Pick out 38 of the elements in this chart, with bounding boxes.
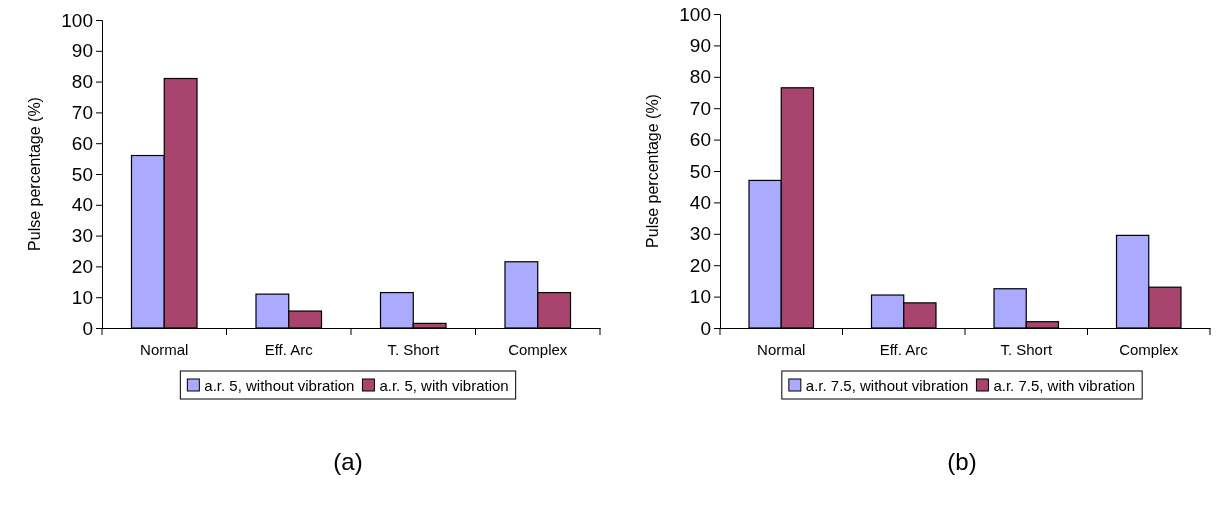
text: (a)	[333, 448, 363, 475]
y-tick-label: 100	[61, 9, 93, 31]
y-tick-label: 30	[689, 223, 711, 245]
legend-label: a.r. 7.5, without vibration	[805, 377, 969, 394]
y-tick-label: 80	[71, 71, 93, 93]
x-tick-label: T. Short	[387, 341, 440, 358]
y-tick-label: 20	[689, 254, 711, 276]
y-tick-label: 50	[689, 160, 711, 182]
y-tick-label: 90	[71, 40, 93, 62]
y-tick-label: 0	[700, 317, 711, 339]
text: (b)	[947, 448, 977, 475]
y-tick-label: 90	[689, 34, 711, 56]
y-tick-label: 40	[689, 191, 711, 213]
y-tick-label: 30	[71, 225, 93, 247]
x-tick-label: Complex	[508, 341, 568, 358]
y-tick-label: 50	[71, 163, 93, 185]
y-tick-label: 60	[71, 132, 93, 154]
y-tick-label: 20	[71, 255, 93, 277]
y-tick-label: 60	[689, 129, 711, 151]
y-tick-label: 10	[689, 286, 711, 308]
legend-label: a.r. 5, with vibration	[379, 377, 509, 394]
x-tick-label: Normal	[140, 341, 189, 358]
y-tick-label: 40	[71, 194, 93, 216]
x-tick-label: Complex	[1119, 341, 1179, 358]
x-tick-label: Eff. Arc	[264, 341, 314, 358]
legend-label: a.r. 7.5, with vibration	[993, 377, 1136, 394]
y-axis-title: Pulse percentage (%)	[644, 94, 661, 248]
x-tick-label: Normal	[757, 341, 806, 358]
x-tick-label: Eff. Arc	[879, 341, 929, 358]
y-tick-label: 70	[689, 97, 711, 119]
y-tick-label: 100	[679, 3, 711, 25]
y-tick-label: 80	[689, 66, 711, 88]
y-tick-label: 10	[71, 286, 93, 308]
y-tick-label: 70	[71, 101, 93, 123]
y-axis-title: Pulse percentage (%)	[26, 97, 43, 251]
y-tick-label: 0	[82, 317, 93, 339]
legend-label: a.r. 5, without vibration	[204, 377, 355, 394]
x-tick-label: T. Short	[1000, 341, 1053, 358]
